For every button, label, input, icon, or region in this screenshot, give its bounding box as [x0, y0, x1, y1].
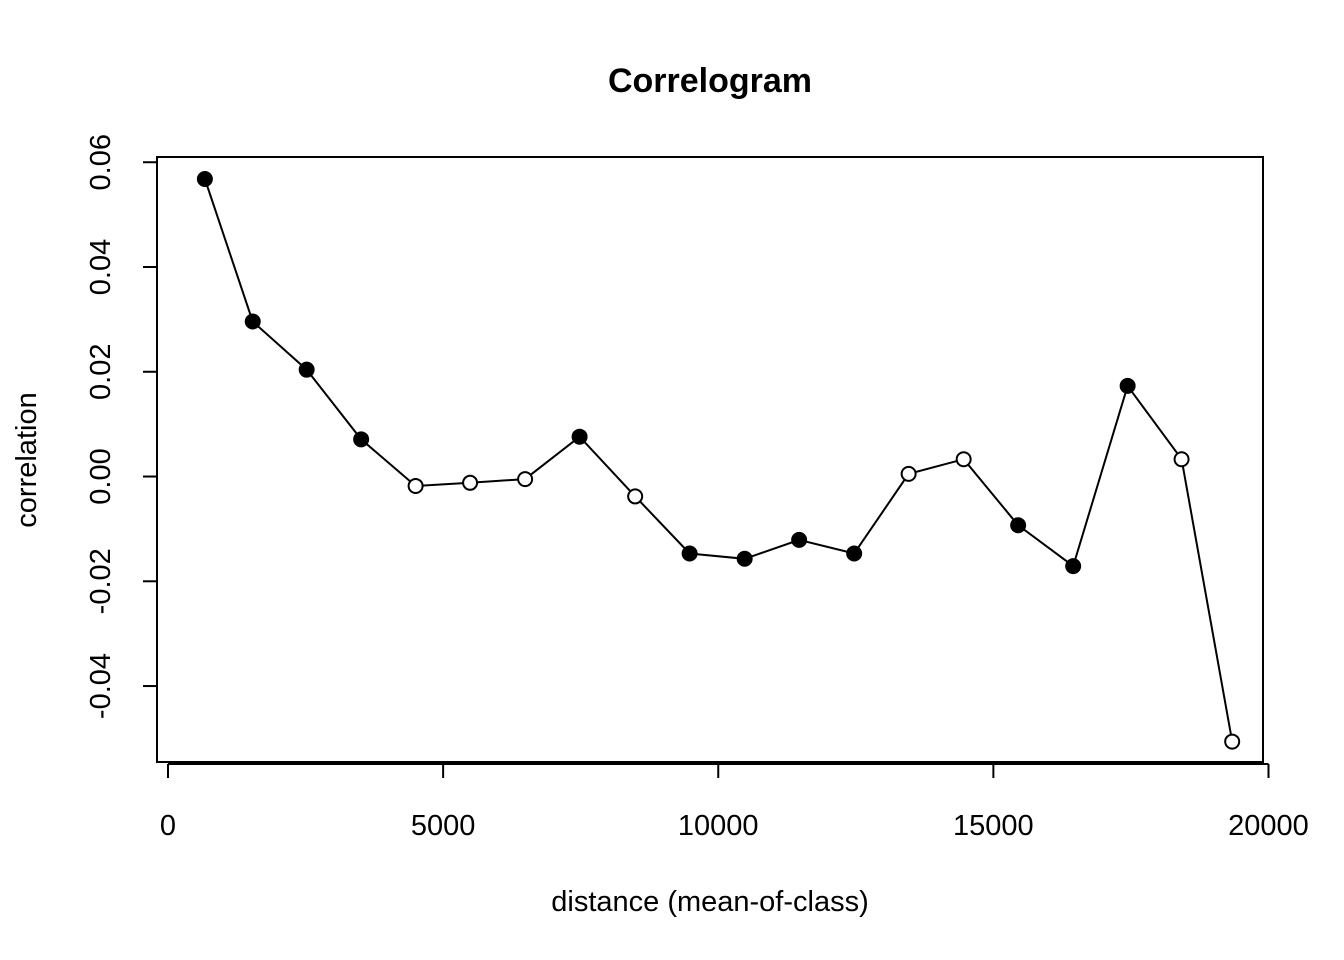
y-tick-label: 0.02 — [85, 344, 117, 400]
non-significant-point — [1173, 451, 1190, 468]
non-significant-point — [407, 477, 424, 494]
y-axis-title: correlation — [11, 392, 43, 527]
significant-point — [846, 545, 863, 562]
significant-point — [736, 550, 753, 567]
x-tick-label: 5000 — [411, 810, 476, 842]
non-significant-point — [627, 488, 644, 505]
significant-point — [571, 428, 588, 445]
correlation-series-line — [203, 178, 1234, 742]
chart-title: Correlogram — [608, 62, 812, 100]
x-tick-label: 20000 — [1228, 810, 1309, 842]
x-axis-title: distance (mean-of-class) — [551, 886, 869, 918]
y-tick-label: 0.00 — [85, 448, 117, 504]
significant-point — [196, 171, 213, 187]
significant-point — [1010, 517, 1027, 534]
non-significant-point — [900, 465, 917, 482]
plot-area-frame — [156, 156, 1264, 763]
significant-point — [1119, 377, 1136, 394]
y-axis: -0.04 -0.02 0.00 0.02 0.04 0.06 — [85, 134, 158, 719]
non-significant-point — [955, 451, 972, 468]
significant-point — [353, 431, 370, 448]
significant-point — [791, 531, 808, 548]
y-tick-label: -0.04 — [85, 653, 117, 719]
y-tick-label: -0.02 — [85, 548, 117, 614]
y-tick-label: 0.04 — [85, 239, 117, 295]
non-significant-point — [517, 471, 534, 488]
x-tick-label: 10000 — [678, 810, 759, 842]
significant-point — [244, 313, 261, 330]
x-tick-label: 0 — [160, 810, 176, 842]
correlation-points — [196, 171, 1241, 750]
x-tick-label: 15000 — [953, 810, 1034, 842]
x-axis: 0 5000 10000 15000 20000 — [160, 763, 1309, 842]
significant-point — [1065, 558, 1082, 575]
non-significant-point — [462, 474, 479, 491]
significant-point — [298, 361, 315, 378]
y-tick-label: 0.06 — [85, 134, 117, 190]
significant-point — [681, 545, 698, 562]
non-significant-point — [1224, 733, 1241, 750]
